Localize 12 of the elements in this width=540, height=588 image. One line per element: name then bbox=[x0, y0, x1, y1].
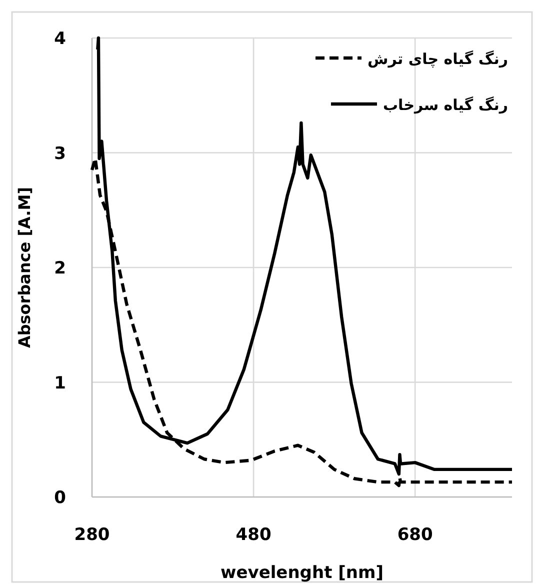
x-tick-label: 280 bbox=[74, 525, 110, 545]
x-tick-label: 480 bbox=[236, 525, 272, 545]
y-tick-label: 0 bbox=[54, 488, 66, 508]
y-tick-label: 1 bbox=[54, 373, 66, 394]
legend-label: رنگ گیاه سرخاب bbox=[382, 96, 508, 114]
y-tick-label: 2 bbox=[54, 258, 66, 278]
y-axis-title: Absorbance [A.M] bbox=[15, 186, 34, 348]
x-tick-label: 680 bbox=[397, 525, 433, 545]
y-tick-label: 3 bbox=[54, 144, 66, 164]
legend-label: رنگ گیاه چای ترش bbox=[368, 50, 508, 68]
y-tick-label: 4 bbox=[54, 29, 66, 49]
x-axis-title: wevelenght [nm] bbox=[220, 563, 384, 583]
